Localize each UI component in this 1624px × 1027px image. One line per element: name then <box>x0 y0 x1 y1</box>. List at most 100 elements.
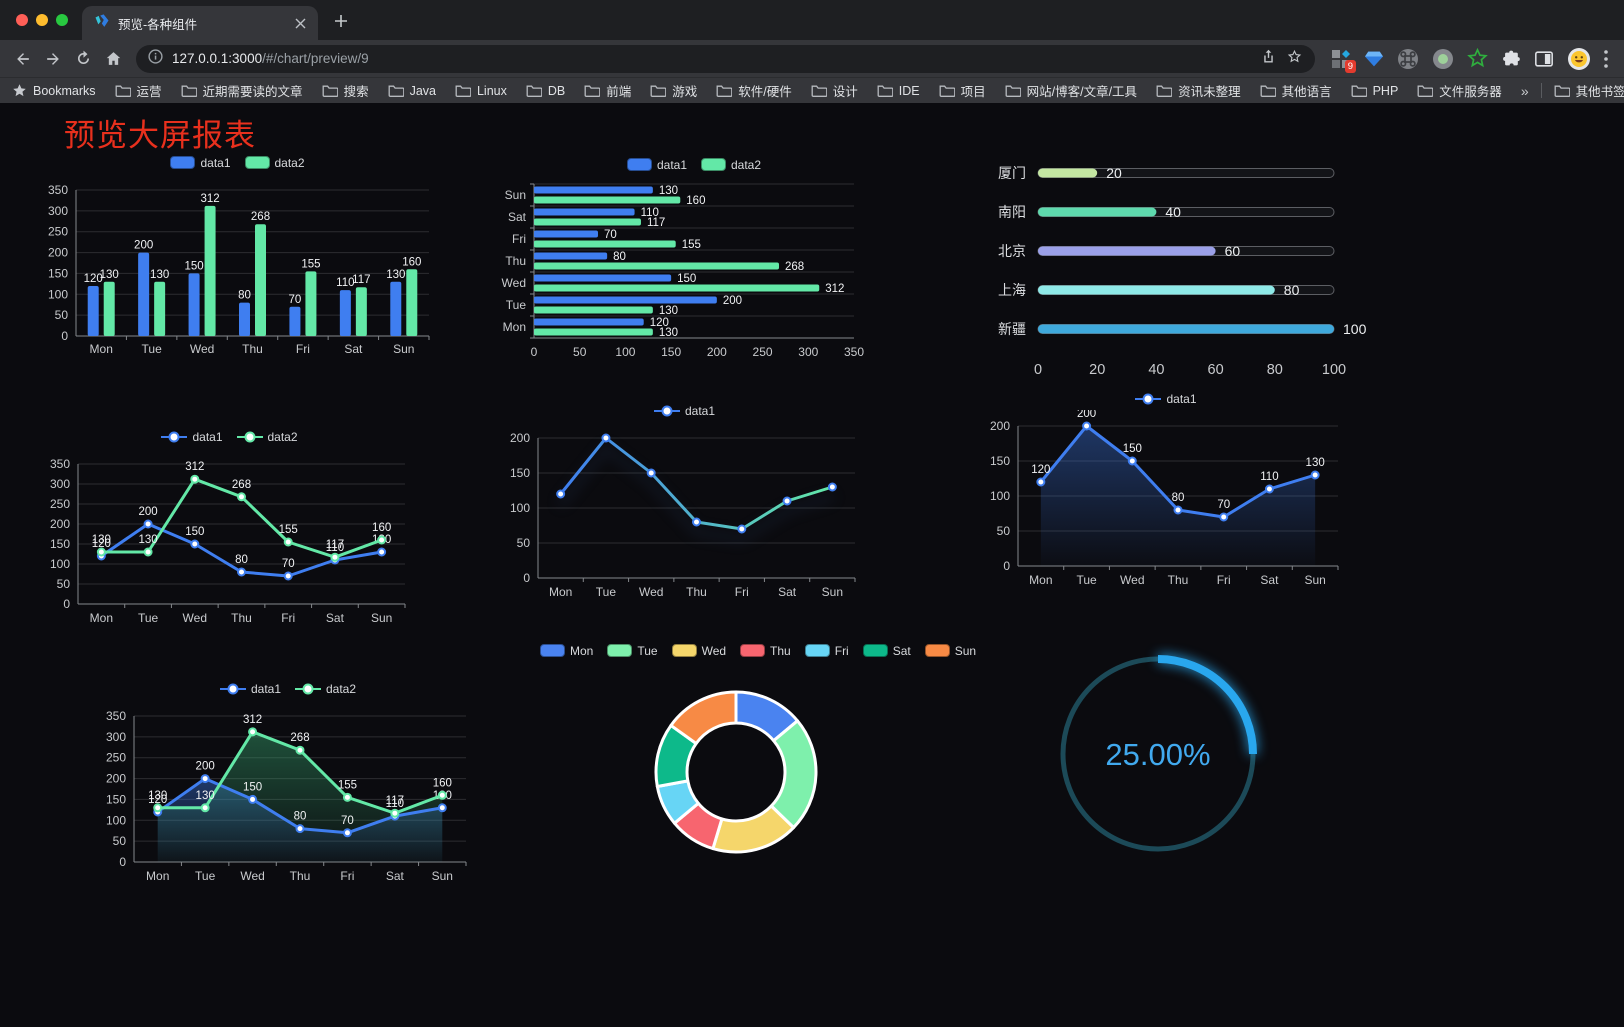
svg-text:312: 312 <box>825 283 844 295</box>
bookmark-folder[interactable]: PHP <box>1351 81 1398 100</box>
dual-area-line-chart: data1 data2 0 50 100 150 200 250 300 350 Mon Tue Wed… <box>98 677 478 893</box>
svg-text:100: 100 <box>48 287 68 301</box>
svg-text:0: 0 <box>523 571 530 585</box>
svg-text:250: 250 <box>753 345 773 359</box>
bookmark-folder-label: IDE <box>898 83 920 98</box>
bookmark-folder[interactable]: 搜索 <box>322 81 369 100</box>
bookmark-folder-label: 其他语言 <box>1281 85 1332 99</box>
chart-canvas: 0 50 100 150 200 Mon Tue Wed Thu Fri Sat Sun 120 200 1… <box>990 408 1339 587</box>
menu-kebab-icon[interactable] <box>1604 49 1608 68</box>
svg-text:50: 50 <box>573 345 587 359</box>
legend-item-Thu[interactable]: Thu <box>740 644 791 658</box>
bookmark-folder[interactable]: IDE <box>877 81 920 100</box>
url-text[interactable]: 127.0.0.1:3000/#/chart/preview/9 <box>172 51 1251 66</box>
svg-text:40: 40 <box>1165 204 1181 220</box>
svg-text:110: 110 <box>641 207 659 219</box>
bookmark-folder[interactable]: DB <box>526 81 565 100</box>
legend-item-Fri[interactable]: Fri <box>804 644 849 658</box>
bookmark-folder[interactable]: 运营 <box>115 81 162 100</box>
bookmark-folder-label: Linux <box>476 83 507 98</box>
svg-text:Mon: Mon <box>503 320 526 334</box>
svg-text:Sat: Sat <box>326 611 345 625</box>
extensions-puzzle-icon[interactable] <box>1501 49 1521 69</box>
svg-text:120: 120 <box>650 317 669 329</box>
home-button[interactable] <box>98 44 128 74</box>
legend-item-data1[interactable]: data1 <box>1135 392 1197 406</box>
svg-text:120: 120 <box>148 794 167 806</box>
side-panel-icon[interactable] <box>1534 49 1554 69</box>
bookmark-folder[interactable]: 资讯未整理 <box>1156 81 1241 100</box>
fullscreen-window-button[interactable] <box>56 14 68 26</box>
extension-grid-icon[interactable]: 9 <box>1331 49 1356 73</box>
bookmark-folder[interactable]: 软件/硬件 <box>716 81 792 100</box>
legend-item-Mon[interactable]: Mon <box>540 644 593 658</box>
svg-text:110: 110 <box>1260 471 1278 483</box>
bookmark-folder[interactable]: 网站/博客/文章/工具 <box>1005 81 1137 100</box>
svg-text:Sat: Sat <box>778 585 797 599</box>
site-favicon-icon <box>94 13 110 34</box>
svg-text:300: 300 <box>106 730 126 744</box>
svg-text:150: 150 <box>48 266 68 280</box>
address-bar[interactable]: 127.0.0.1:3000/#/chart/preview/9 <box>136 44 1315 73</box>
svg-text:100: 100 <box>990 489 1010 503</box>
back-button[interactable] <box>8 44 38 74</box>
svg-text:130: 130 <box>100 269 119 281</box>
svg-text:Thu: Thu <box>231 611 252 625</box>
folder-icon <box>1417 85 1434 97</box>
share-icon[interactable] <box>1260 48 1277 70</box>
svg-text:150: 150 <box>184 260 203 272</box>
tab-close-icon[interactable] <box>290 13 310 33</box>
bookmarks-manager-item[interactable]: Bookmarks <box>12 83 96 98</box>
legend-item-data1[interactable]: data1 <box>626 158 687 172</box>
other-bookmarks-folder[interactable]: 其他书签 <box>1554 81 1624 100</box>
legend-item-Sun[interactable]: Sun <box>924 644 976 658</box>
bookmark-folder[interactable]: 设计 <box>811 81 858 100</box>
legend-item-data2[interactable]: data2 <box>236 430 298 444</box>
bookmark-star-icon[interactable] <box>1286 48 1303 70</box>
bookmark-folder[interactable]: Linux <box>455 81 507 100</box>
legend-item-data2[interactable]: data2 <box>701 158 761 172</box>
legend-item-Sat[interactable]: Sat <box>862 644 911 658</box>
legend-item-Tue[interactable]: Tue <box>607 644 658 658</box>
bookmark-folder[interactable]: 前端 <box>584 81 631 100</box>
site-info-icon[interactable] <box>148 48 163 69</box>
legend-item-data2[interactable]: data2 <box>244 156 305 170</box>
bookmark-folder[interactable]: 项目 <box>939 81 986 100</box>
legend-item-Wed[interactable]: Wed <box>671 644 726 658</box>
new-tab-button[interactable] <box>326 6 356 36</box>
svg-text:Fri: Fri <box>281 611 295 625</box>
profile-avatar[interactable] <box>1567 47 1591 71</box>
chart-legend: data1 <box>982 387 1350 410</box>
bookmark-folder[interactable]: Java <box>388 81 436 100</box>
browser-toolbar: 127.0.0.1:3000/#/chart/preview/9 9 <box>0 40 1624 77</box>
legend-item-data1[interactable]: data1 <box>219 682 281 696</box>
bookmarks-overflow-chevron[interactable]: » <box>1520 82 1529 99</box>
reload-button[interactable] <box>68 44 98 74</box>
extension-command-icon[interactable] <box>1397 48 1419 70</box>
legend-item-data2[interactable]: data2 <box>295 682 356 696</box>
svg-text:200: 200 <box>510 431 530 445</box>
bookmark-folder[interactable]: 游戏 <box>650 81 697 100</box>
legend-item-data1[interactable]: data1 <box>170 156 231 170</box>
svg-text:80: 80 <box>294 811 307 823</box>
svg-text:Mon: Mon <box>146 869 169 883</box>
svg-text:110: 110 <box>336 277 354 289</box>
extension-dot-icon[interactable] <box>1432 48 1454 70</box>
legend-item-data1[interactable]: data1 <box>653 404 715 418</box>
browser-tab[interactable]: 预览-各种组件 <box>82 6 318 40</box>
svg-text:130: 130 <box>148 790 167 802</box>
minimize-window-button[interactable] <box>36 14 48 26</box>
url-host: 127.0.0.1:3000 <box>172 51 263 66</box>
forward-button[interactable] <box>38 44 68 74</box>
svg-text:Tue: Tue <box>142 342 163 356</box>
bookmark-folder[interactable]: 近期需要读的文章 <box>181 81 303 100</box>
bookmark-folder[interactable]: 文件服务器 <box>1417 81 1502 100</box>
svg-text:60: 60 <box>1225 243 1241 259</box>
svg-text:70: 70 <box>604 229 617 241</box>
svg-text:Wed: Wed <box>183 611 207 625</box>
legend-item-data1[interactable]: data1 <box>161 430 223 444</box>
extension-star-icon[interactable] <box>1467 48 1488 69</box>
extension-gem-icon[interactable] <box>1364 50 1384 68</box>
bookmark-folder[interactable]: 其他语言 <box>1260 81 1332 100</box>
close-window-button[interactable] <box>16 14 28 26</box>
